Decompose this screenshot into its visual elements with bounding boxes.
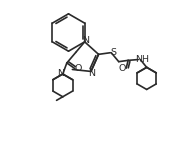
Text: S: S [110,48,116,57]
Text: O: O [74,64,81,73]
Text: NH: NH [136,55,149,64]
Text: N: N [89,68,95,78]
Text: O: O [119,64,126,73]
Text: N: N [82,36,89,45]
Text: N: N [57,69,64,78]
